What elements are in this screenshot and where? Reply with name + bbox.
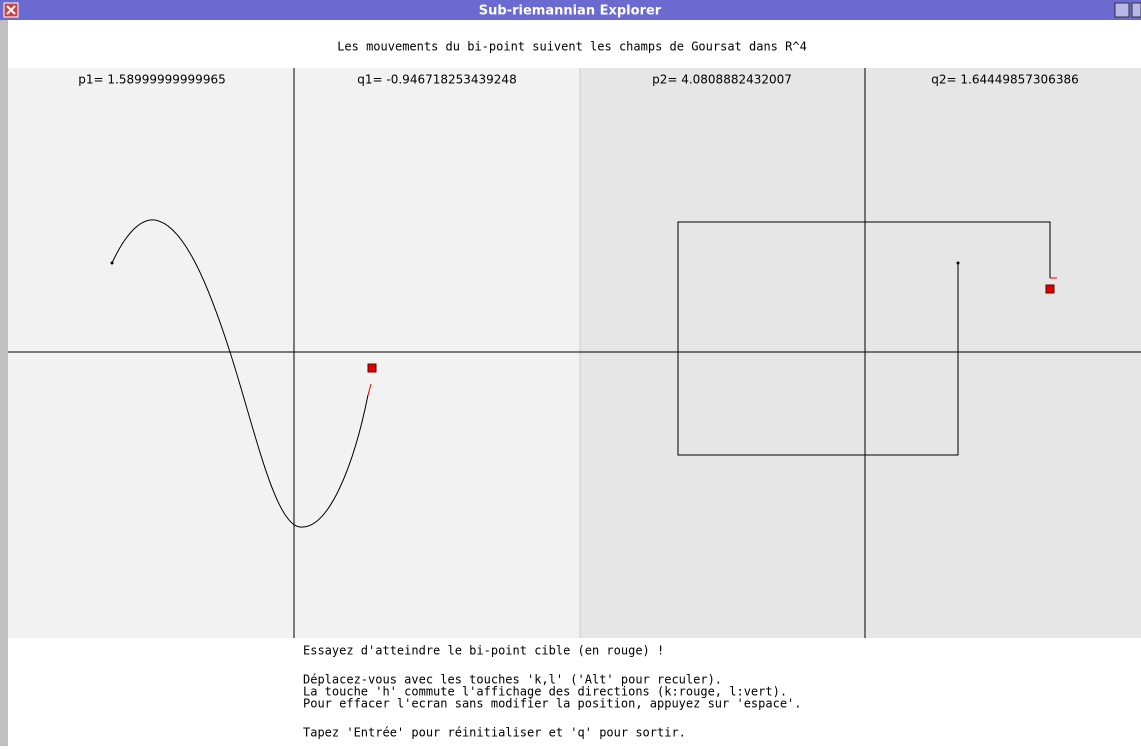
direction-tick [367, 383, 372, 396]
p1-label: p1= 1.58999999999965 [78, 73, 225, 87]
q1-label: q1= -0.946718253439248 [357, 73, 516, 87]
instruction-line: Pour effacer l'ecran sans modifier la po… [303, 697, 802, 711]
trajectory [677, 221, 1051, 456]
trajectory [111, 219, 369, 528]
goal-text: Essayez d'atteindre le bi-point cible (e… [303, 644, 664, 658]
target-point [1045, 284, 1055, 294]
window-title: Sub-riemannian Explorer [479, 4, 662, 19]
right-panel [580, 68, 1141, 638]
maximize-button[interactable] [1131, 2, 1141, 18]
q2-label: q2= 1.64449857306386 [931, 73, 1078, 87]
start-point [956, 261, 960, 265]
instruction-line: Déplacez-vous avec les touches 'k,l' ('A… [303, 673, 722, 687]
title-bar [0, 0, 1141, 20]
target-point [367, 363, 377, 373]
close-icon [6, 5, 16, 15]
start-point [110, 261, 114, 265]
instruction-line: La touche 'h' commute l'affichage des di… [303, 685, 787, 699]
subtitle: Les mouvements du bi-point suivent les c… [337, 40, 807, 54]
footer-text: Tapez 'Entrée' pour réinitialiser et 'q'… [303, 726, 686, 740]
minimize-button[interactable] [1114, 2, 1130, 18]
p2-label: p2= 4.0808882432007 [652, 73, 792, 87]
left-border [0, 20, 8, 746]
